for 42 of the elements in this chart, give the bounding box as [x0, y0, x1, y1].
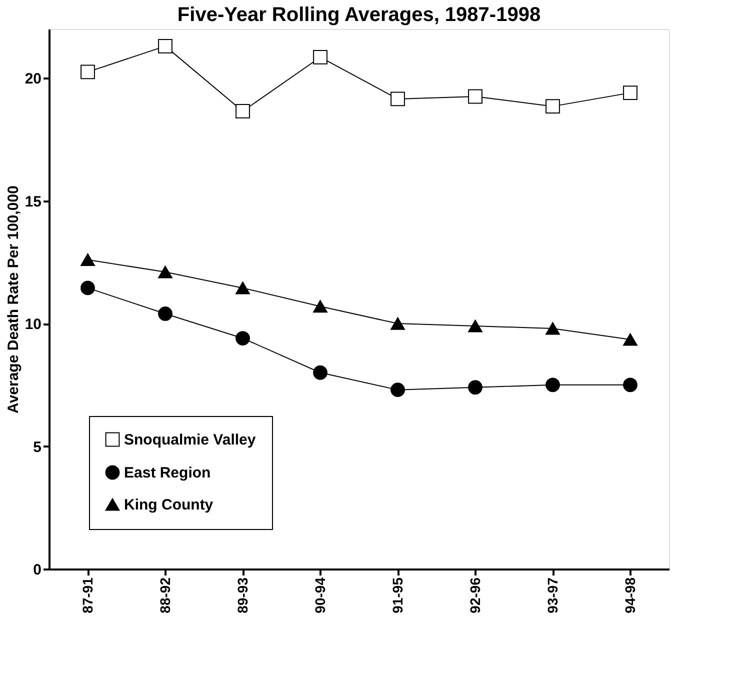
legend-label: East Region: [124, 464, 211, 482]
point: [390, 92, 405, 106]
x-tick-label: 89-93: [234, 577, 250, 614]
point: [313, 50, 328, 64]
point: [236, 282, 250, 294]
point: [158, 306, 172, 321]
point: [313, 365, 328, 380]
point: [546, 99, 560, 114]
x-tick-label: 92-96: [466, 577, 483, 614]
y-axis-title: Average Death Rate Per 100,000: [4, 186, 22, 414]
point: [80, 280, 95, 296]
x-tick-label: 94-98: [622, 577, 638, 614]
point: [80, 253, 95, 266]
y-tick-label: 0: [33, 562, 42, 578]
point: [236, 331, 250, 346]
point: [390, 382, 405, 398]
chart-title: Five-Year Rolling Averages, 1987-1998: [177, 4, 541, 26]
x-tick-label: 93-97: [544, 577, 560, 614]
y-tick-label: 10: [24, 316, 42, 334]
y-tick-label: 5: [33, 438, 42, 456]
point: [80, 64, 95, 80]
x-tick-label: 90-94: [312, 577, 328, 614]
point: [158, 266, 172, 278]
point: [158, 38, 172, 54]
point: [468, 89, 482, 104]
x-tick-label: 87-91: [79, 577, 96, 614]
y-tick-label: 15: [24, 193, 42, 210]
point: [546, 378, 560, 392]
point: [468, 380, 482, 395]
x-tick-label: 91-95: [389, 577, 406, 614]
point: [546, 322, 560, 335]
point: [236, 104, 250, 118]
point: [623, 378, 638, 392]
point: [623, 86, 638, 100]
point: [623, 333, 638, 346]
legend-label: King County: [124, 496, 214, 514]
y-tick-label: 20: [24, 70, 42, 88]
point: [468, 320, 482, 332]
point: [390, 317, 405, 330]
point: [313, 300, 328, 313]
legend-label: Snoqualmie Valley: [124, 432, 256, 448]
x-tick-label: 88-92: [156, 577, 173, 614]
